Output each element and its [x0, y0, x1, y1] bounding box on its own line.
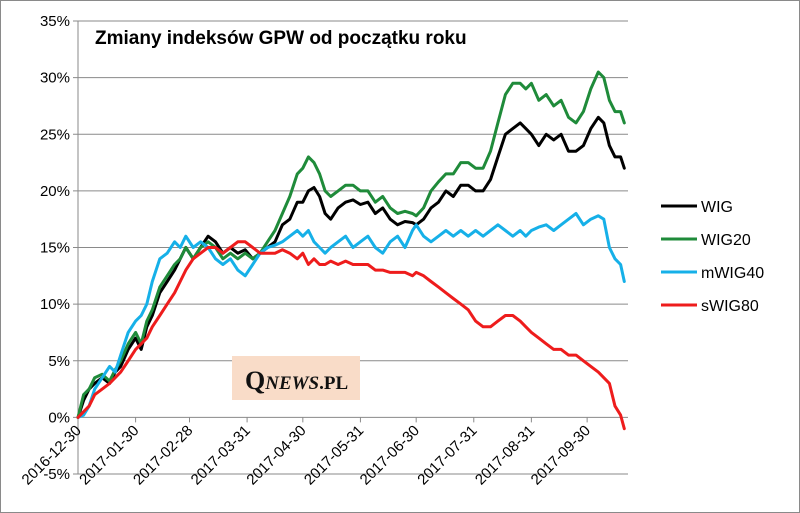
- series-line-mwig40: [76, 212, 626, 419]
- legend: WIG WIG20 mWIG40 sWIG80: [661, 199, 764, 315]
- series-line-wig: [76, 115, 626, 419]
- x-tick-label: 2017-08-31: [472, 422, 538, 488]
- logo-background: [232, 356, 360, 400]
- x-tick-label: 2017-06-30: [357, 422, 423, 488]
- legend-label-mwig40: mWIG40: [701, 265, 764, 282]
- y-tick-label: 30%: [40, 70, 70, 87]
- chart-title: Zmiany indeksów GPW od początku roku: [95, 28, 467, 49]
- y-tick-label: 0%: [48, 409, 70, 426]
- y-axis: -5% 0% 5% 10% 15% 20% 25% 30% 35%: [40, 13, 79, 483]
- y-tick-label: 10%: [40, 296, 70, 313]
- gridlines: [78, 20, 628, 475]
- series-line-swig80: [76, 240, 626, 431]
- logo-text: QNEWS.PL: [245, 366, 348, 395]
- y-tick-label: 20%: [40, 183, 70, 200]
- x-tick-label: 2017-07-31: [414, 422, 480, 488]
- legend-label-swig80: sWIG80: [701, 298, 759, 315]
- x-tick-label: 2017-03-31: [188, 422, 254, 488]
- legend-label-wig: WIG: [701, 199, 733, 216]
- x-tick-label: 2017-04-30: [243, 422, 309, 488]
- y-tick-label: -5%: [43, 466, 70, 483]
- y-tick-label: 5%: [48, 353, 70, 370]
- y-tick-label: 15%: [40, 240, 70, 257]
- series-line-wig20: [76, 70, 626, 419]
- series-lines: [76, 70, 626, 431]
- x-axis: 2016-12-302017-01-302017-02-282017-03-31…: [19, 417, 594, 488]
- x-tick-label: 2017-05-31: [301, 422, 367, 488]
- y-tick-label: 25%: [40, 126, 70, 143]
- y-tick-label: 35%: [40, 13, 70, 30]
- x-tick-label: 2017-09-30: [528, 422, 594, 488]
- qnews-logo: QNEWS.PL: [232, 356, 360, 400]
- legend-label-wig20: WIG20: [701, 232, 751, 249]
